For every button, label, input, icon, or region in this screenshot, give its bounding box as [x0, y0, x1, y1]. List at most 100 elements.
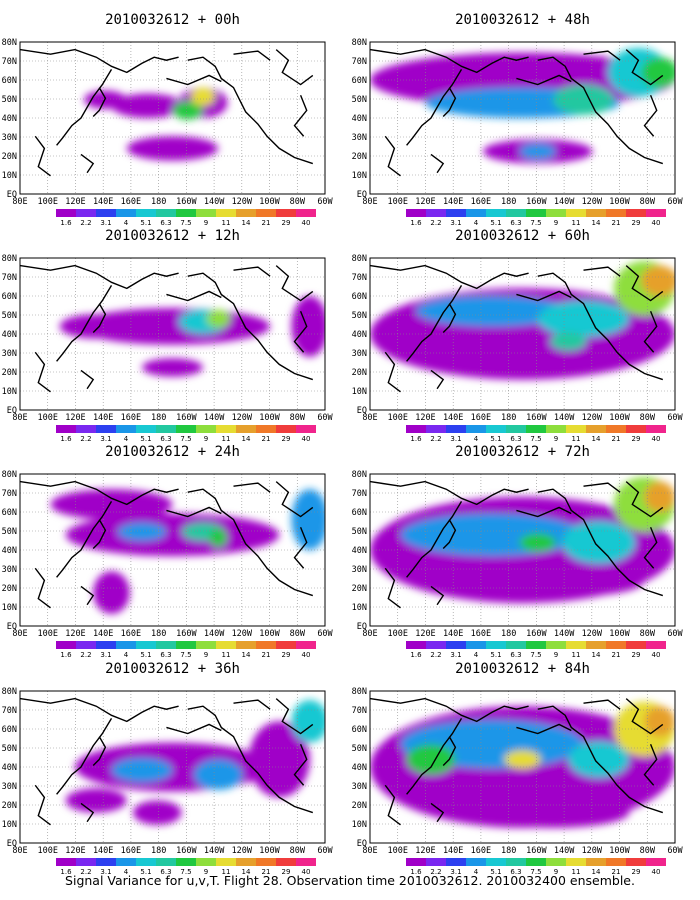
x-tick-label: 180 [151, 846, 166, 856]
y-tick-label: 80N [2, 687, 17, 697]
x-tick-label: 160W [526, 197, 547, 207]
forecast-panel: 2010032612 + 00h 80N 70N 60N 50N 40N 30N 20N 10N… [2, 12, 334, 227]
colorbar-swatch [176, 858, 196, 866]
forecast-panel: 2010032612 + 72h 80N 70N 60N 50N 40N 30N 20N 10N… [352, 444, 684, 659]
y-tick-label: 40N [352, 546, 367, 556]
colorbar-label: 14 [592, 868, 601, 876]
y-tick-label: 60N [352, 508, 367, 518]
colorbar-swatch [426, 425, 446, 433]
y-tick-label: 40N [2, 330, 17, 340]
x-tick-label: 160E [471, 197, 491, 207]
colorbar-label: 11 [222, 651, 231, 659]
variance-blob [291, 700, 325, 743]
forecast-panel: 2010032612 + 48h 80N 70N 60N 50N 40N 30N 20N 10N… [352, 12, 684, 227]
x-tick-label: 100E [387, 413, 407, 423]
y-tick-label: 30N [2, 133, 17, 143]
colorbar-swatch [296, 858, 316, 866]
y-tick-label: 10N [2, 603, 17, 613]
variance-blob [291, 489, 325, 550]
colorbar-swatch [606, 858, 626, 866]
x-tick-label: 180 [151, 413, 166, 423]
variance-blob [476, 797, 630, 828]
colorbar-swatch [586, 641, 606, 649]
y-tick-label: 80N [352, 687, 367, 697]
variance-blob [50, 489, 173, 520]
y-tick-label: EQ [357, 190, 367, 200]
colorbar-label: 11 [572, 651, 581, 659]
colorbar: 1.6 2.2 3.1 4 5.1 6.3 7.5 9 11 14 21 29 40 [406, 425, 666, 443]
x-tick-label: 60W [667, 846, 683, 856]
variance-blob [522, 565, 645, 596]
variance-field [370, 474, 675, 626]
colorbar-label: 2.2 [430, 868, 441, 876]
colorbar-label: 5.1 [140, 219, 151, 227]
y-tick-label: 10N [2, 820, 17, 830]
variance-blob [172, 101, 203, 120]
x-tick-label: 80E [362, 629, 377, 639]
x-tick-label: 80W [640, 413, 656, 423]
variance-field [20, 258, 325, 410]
forecast-panel: 2010032612 + 12h 80N 70N 60N 50N 40N 30N 20N 10N… [2, 228, 334, 443]
colorbar-swatch [506, 858, 526, 866]
x-tick-label: 80E [12, 629, 27, 639]
variance-blob [519, 533, 557, 552]
x-tick-label: 140E [443, 413, 463, 423]
colorbar-label: 6.3 [510, 219, 521, 227]
map-grid [370, 474, 675, 626]
colorbar-label: 4 [124, 651, 129, 659]
colorbar: 1.6 2.2 3.1 4 5.1 6.3 7.5 9 11 14 21 29 40 [56, 209, 316, 227]
forecast-panel: 2010032612 + 84h 80N 70N 60N 50N 40N 30N 20N 10N… [352, 661, 684, 876]
y-tick-label: 40N [2, 114, 17, 124]
x-tick-label: 160E [471, 846, 491, 856]
y-tick-label: 70N [2, 489, 17, 499]
variance-blob [65, 513, 280, 557]
colorbar-label: 7.5 [180, 868, 191, 876]
colorbar-label: 21 [612, 651, 621, 659]
variance-blob [644, 481, 675, 512]
x-tick-label: 100E [37, 846, 57, 856]
y-tick-label: 10N [352, 171, 367, 181]
colorbar-label: 6.3 [510, 651, 521, 659]
colorbar-swatch [526, 209, 546, 217]
x-tick-label: 100W [609, 197, 630, 207]
colorbar-label: 7.5 [530, 219, 541, 227]
colorbar-label: 21 [612, 219, 621, 227]
colorbar-swatch [566, 425, 586, 433]
colorbar-swatch [486, 425, 506, 433]
colorbar-swatch [586, 425, 606, 433]
colorbar-label: 21 [612, 435, 621, 443]
y-tick-label: 80N [2, 470, 17, 480]
y-tick-label: 40N [2, 546, 17, 556]
colorbar-swatch [506, 209, 526, 217]
map-frame [369, 690, 676, 844]
x-tick-label: 80W [290, 413, 306, 423]
panel-title: 2010032612 + 60h [455, 228, 590, 244]
x-tick-label: 160E [121, 846, 141, 856]
y-tick-label: EQ [357, 839, 367, 849]
y-tick-label: 60N [2, 508, 17, 518]
x-tick-label: 160W [176, 846, 197, 856]
map-grid [20, 258, 325, 410]
y-tick-label: 20N [352, 584, 367, 594]
x-tick-label: 80E [362, 846, 377, 856]
map-grid [370, 258, 675, 410]
variance-blob [59, 314, 133, 339]
colorbar-label: 14 [242, 219, 251, 227]
panel-title: 2010032612 + 48h [455, 12, 590, 28]
colorbar-swatch [176, 425, 196, 433]
x-tick-label: 80W [290, 846, 306, 856]
x-tick-label: 160W [176, 413, 197, 423]
colorbar-swatch [626, 425, 646, 433]
x-tick-label: 160E [471, 413, 491, 423]
colorbar-swatch [446, 858, 466, 866]
colorbar-swatch [506, 425, 526, 433]
colorbar-swatch [96, 425, 116, 433]
colorbar-swatch [486, 209, 506, 217]
colorbar-label: 11 [572, 435, 581, 443]
y-tick-label: 70N [2, 273, 17, 283]
colorbar-label: 40 [302, 651, 311, 659]
colorbar-label: 6.3 [160, 651, 171, 659]
colorbar-swatch [76, 858, 96, 866]
variance-blob [400, 513, 584, 557]
colorbar-swatch [296, 641, 316, 649]
